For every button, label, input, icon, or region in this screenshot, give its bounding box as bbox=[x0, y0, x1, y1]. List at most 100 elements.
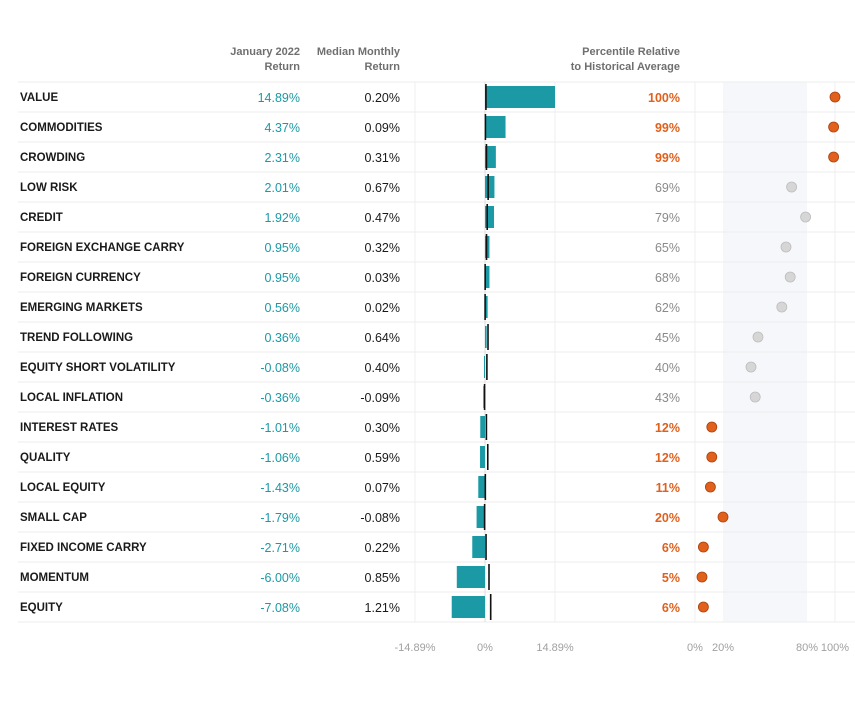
january-return-value: -0.36% bbox=[260, 391, 300, 405]
percentile-dot bbox=[749, 391, 761, 403]
return-bar bbox=[476, 506, 485, 528]
factor-name: LOCAL INFLATION bbox=[20, 392, 123, 404]
return-bar bbox=[485, 326, 487, 348]
january-return-value: -1.06% bbox=[260, 451, 300, 465]
percentile-value: 12% bbox=[655, 421, 680, 435]
percentile-dot bbox=[828, 151, 839, 163]
table-row: VALUE 14.89% 0.20% 100% bbox=[20, 84, 841, 110]
percentile-value: 6% bbox=[662, 541, 680, 555]
median-return-value: 0.64% bbox=[365, 331, 400, 345]
january-return-value: 0.56% bbox=[265, 301, 300, 315]
percentile-dot bbox=[829, 91, 841, 103]
percentile-dot bbox=[706, 451, 718, 463]
percentile-axis-tick: 20% bbox=[712, 642, 734, 654]
median-return-value: 0.30% bbox=[365, 421, 400, 435]
median-return-value: 0.59% bbox=[365, 451, 400, 465]
january-return-value: -6.00% bbox=[260, 571, 300, 585]
factor-name: QUALITY bbox=[20, 452, 71, 464]
percentile-dot bbox=[717, 511, 729, 523]
median-header-line1: Median Monthly bbox=[317, 46, 401, 58]
return-header-line2: Return bbox=[265, 61, 301, 73]
percentile-header-line2: to Historical Average bbox=[571, 61, 680, 73]
percentile-value: 99% bbox=[655, 151, 680, 165]
factor-name: FOREIGN EXCHANGE CARRY bbox=[20, 242, 185, 254]
median-return-value: 0.32% bbox=[365, 241, 400, 255]
return-bar bbox=[485, 146, 496, 168]
january-return-value: -0.08% bbox=[260, 361, 300, 375]
table-row: FOREIGN CURRENCY 0.95% 0.03% 68% bbox=[20, 264, 796, 290]
table-row: LOW RISK 2.01% 0.67% 69% bbox=[20, 174, 797, 200]
january-return-value: -1.01% bbox=[260, 421, 300, 435]
median-header-line2: Return bbox=[365, 61, 401, 73]
table-row: EQUITY SHORT VOLATILITY -0.08% 0.40% 40% bbox=[20, 354, 757, 380]
table-row: FOREIGN EXCHANGE CARRY 0.95% 0.32% 65% bbox=[20, 234, 792, 260]
factor-name: EQUITY bbox=[20, 602, 63, 614]
percentile-dot bbox=[828, 121, 839, 133]
axis-ticks: -14.89% 0% 14.89% 0% 20% 80% 100% bbox=[395, 642, 850, 654]
percentile-axis-tick: 0% bbox=[687, 642, 703, 654]
return-bar bbox=[472, 536, 485, 558]
return-header-line1: January 2022 bbox=[230, 46, 300, 58]
grid-lines bbox=[18, 81, 855, 623]
january-return-value: 0.36% bbox=[265, 331, 300, 345]
percentile-value: 6% bbox=[662, 601, 680, 615]
percentile-value: 11% bbox=[656, 481, 680, 495]
factor-name: EMERGING MARKETS bbox=[20, 302, 143, 314]
return-bar bbox=[485, 116, 506, 138]
percentile-dot bbox=[745, 361, 757, 373]
january-return-value: 2.31% bbox=[265, 151, 300, 165]
january-return-value: 0.95% bbox=[265, 271, 300, 285]
median-return-value: -0.08% bbox=[360, 511, 400, 525]
january-return-value: -1.43% bbox=[260, 481, 300, 495]
january-return-value: -7.08% bbox=[260, 601, 300, 615]
return-bar bbox=[485, 206, 495, 228]
factor-name: EQUITY SHORT VOLATILITY bbox=[20, 362, 176, 374]
percentile-axis-tick: 100% bbox=[821, 642, 849, 654]
percentile-dot bbox=[698, 541, 709, 553]
table-row: QUALITY -1.06% 0.59% 12% bbox=[20, 444, 718, 470]
percentile-axis-tick: 80% bbox=[796, 642, 818, 654]
median-return-value: -0.09% bbox=[360, 391, 400, 405]
return-bar bbox=[484, 356, 485, 378]
median-return-value: 0.03% bbox=[365, 271, 400, 285]
percentile-header-line1: Percentile Relative bbox=[582, 46, 680, 58]
table-row: INTEREST RATES -1.01% 0.30% 12% bbox=[20, 414, 718, 440]
percentile-value: 43% bbox=[655, 391, 680, 405]
median-return-value: 0.22% bbox=[365, 541, 400, 555]
return-bar bbox=[456, 566, 485, 588]
median-return-value: 0.85% bbox=[365, 571, 400, 585]
table-row: EMERGING MARKETS 0.56% 0.02% 62% bbox=[20, 294, 788, 320]
factor-name: TREND FOLLOWING bbox=[20, 332, 133, 344]
table-row: LOCAL INFLATION -0.36% -0.09% 43% bbox=[20, 384, 761, 410]
return-bar bbox=[478, 476, 485, 498]
percentile-value: 99% bbox=[655, 121, 680, 135]
percentile-value: 20% bbox=[655, 511, 680, 525]
january-return-value: 1.92% bbox=[265, 211, 300, 225]
factor-name: LOCAL EQUITY bbox=[20, 482, 106, 494]
factor-name: CROWDING bbox=[20, 152, 85, 164]
percentile-dot bbox=[696, 571, 708, 583]
factor-name: SMALL CAP bbox=[20, 512, 87, 524]
factor-name: FOREIGN CURRENCY bbox=[20, 272, 141, 284]
return-bar bbox=[485, 266, 490, 288]
median-return-value: 0.02% bbox=[365, 301, 400, 315]
median-return-value: 0.31% bbox=[365, 151, 400, 165]
factor-name: MOMENTUM bbox=[20, 572, 89, 584]
bar-axis-tick: 14.89% bbox=[536, 642, 574, 654]
percentile-value: 100% bbox=[648, 91, 680, 105]
percentile-value: 12% bbox=[655, 451, 680, 465]
percentile-dot bbox=[786, 181, 797, 193]
percentile-value: 45% bbox=[655, 331, 680, 345]
table-row: TREND FOLLOWING 0.36% 0.64% 45% bbox=[20, 324, 764, 350]
percentile-dot bbox=[752, 331, 764, 343]
table-row: LOCAL EQUITY -1.43% 0.07% 11% bbox=[20, 474, 716, 500]
return-bar bbox=[480, 416, 485, 438]
january-return-value: 0.95% bbox=[265, 241, 300, 255]
percentile-value: 68% bbox=[655, 271, 680, 285]
return-bar bbox=[451, 596, 485, 618]
table-row: CROWDING 2.31% 0.31% 99% bbox=[20, 144, 839, 170]
january-return-value: 4.37% bbox=[265, 121, 300, 135]
factor-name: CREDIT bbox=[20, 212, 63, 224]
table-row: COMMODITIES 4.37% 0.09% 99% bbox=[20, 114, 839, 140]
